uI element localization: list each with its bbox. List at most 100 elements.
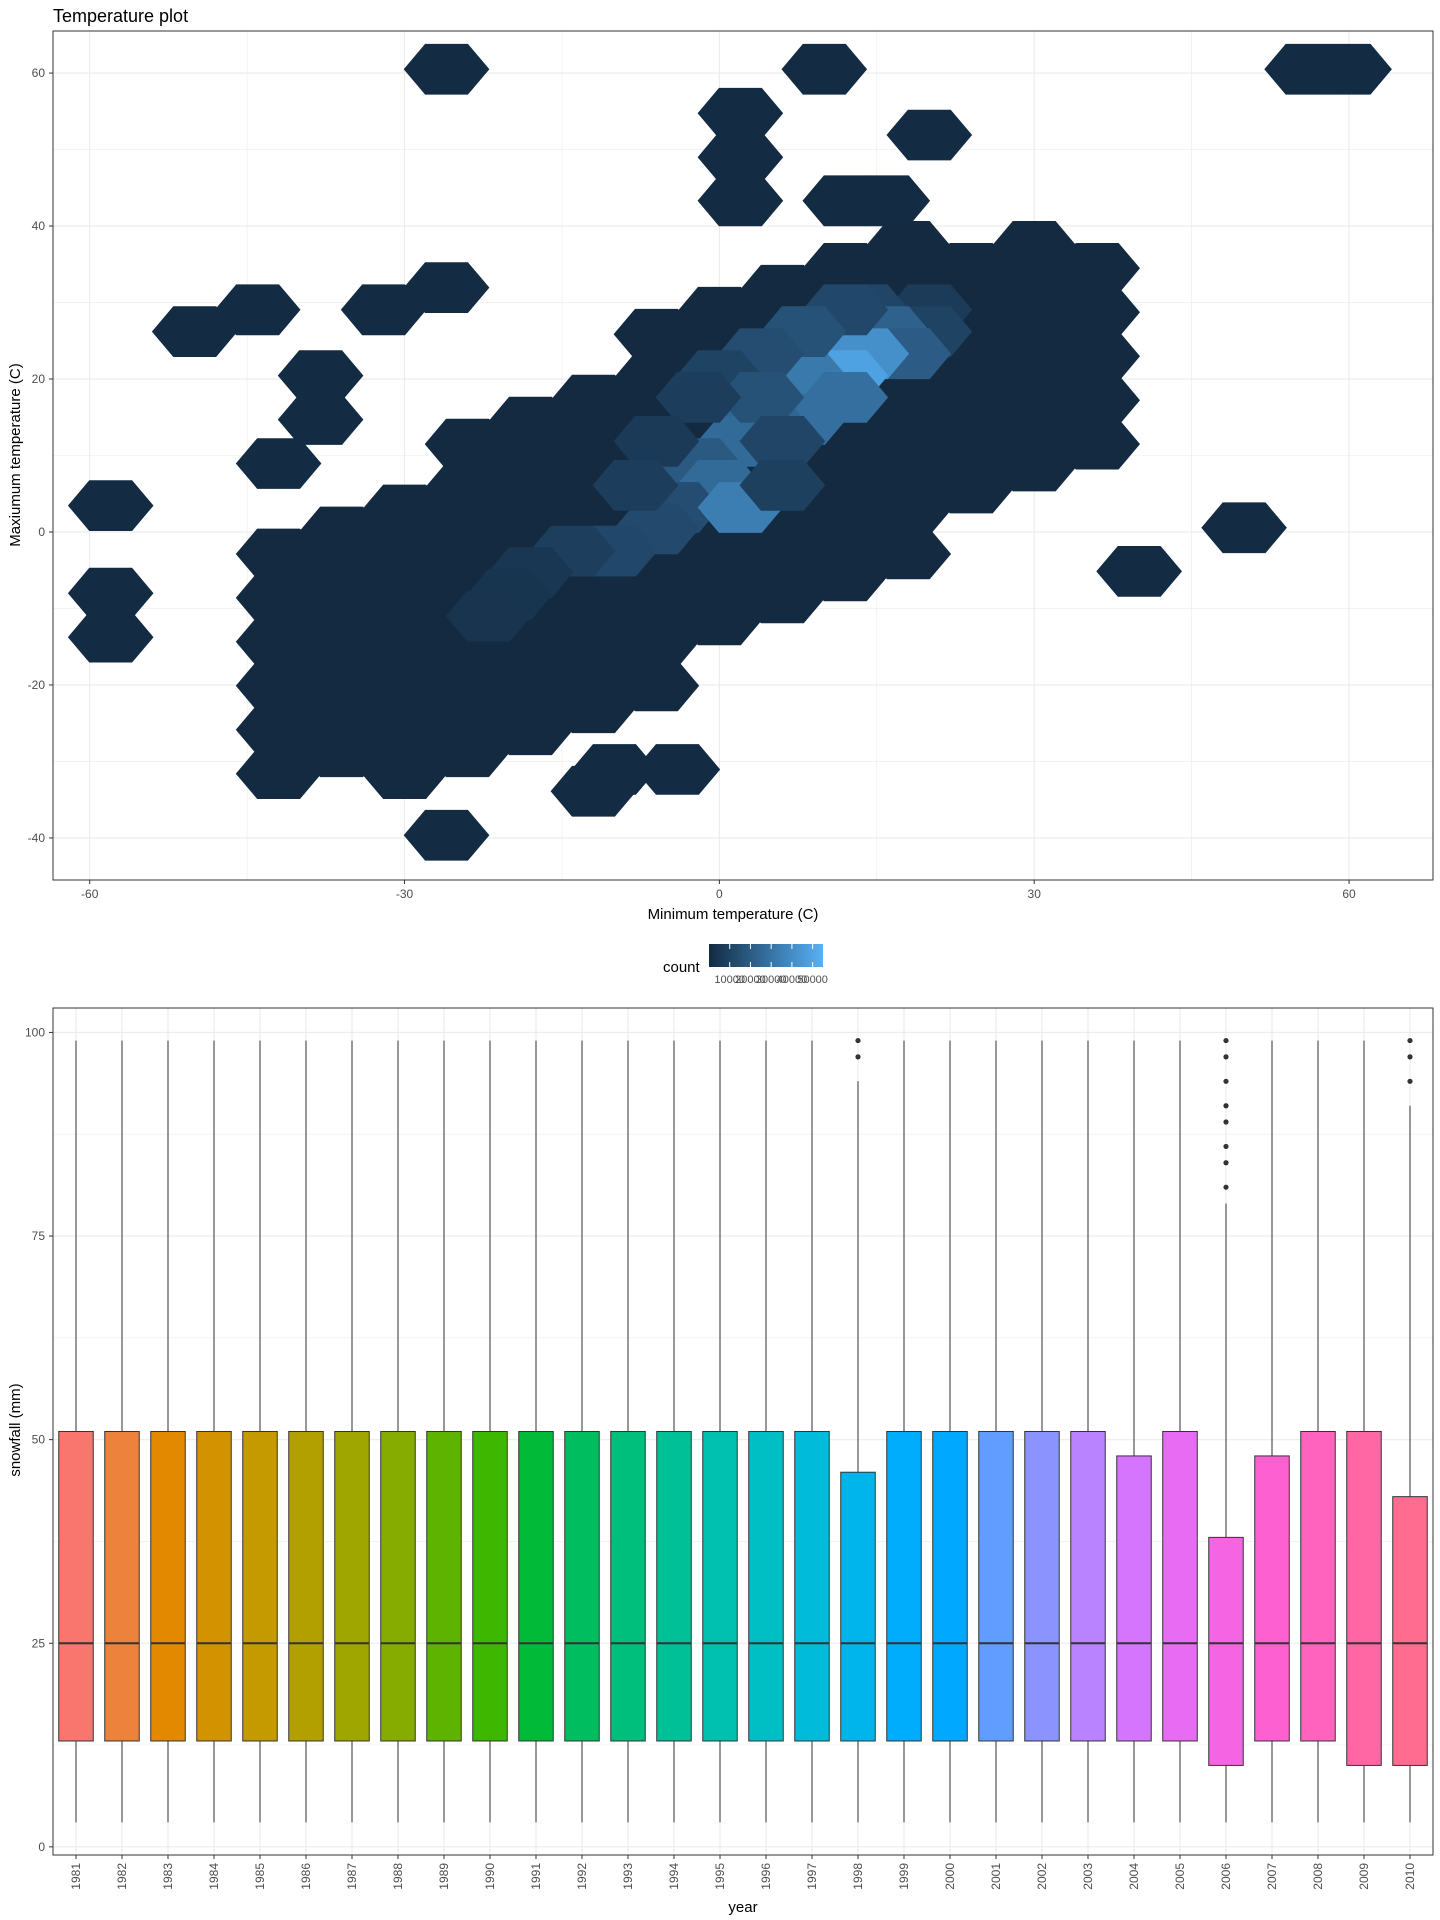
hex-cell	[1096, 546, 1182, 597]
y-tick-label: 25	[32, 1636, 46, 1650]
hex-cell	[928, 462, 1015, 514]
y-tick-label: 20	[32, 372, 46, 386]
box-iqr	[196, 1431, 232, 1742]
hex-cell	[361, 484, 448, 536]
hexbin-y-axis: -40 -20 0 20 40 60	[28, 66, 53, 845]
box-1986	[288, 1040, 324, 1823]
hex-cell	[67, 567, 154, 619]
hex-cell	[214, 284, 301, 336]
hex-cell	[298, 550, 385, 602]
box-iqr	[288, 1431, 324, 1742]
hex-cell	[550, 594, 637, 646]
hex-cell	[340, 284, 427, 336]
box-iqr	[978, 1431, 1014, 1742]
box-iqr	[334, 1431, 370, 1742]
box-iqr	[748, 1431, 784, 1742]
hex-cell	[991, 221, 1077, 272]
box-1993	[610, 1040, 646, 1823]
box-1987	[334, 1040, 370, 1823]
legend-tick-label: 10000	[714, 974, 745, 986]
x-tick-label: 2005	[1173, 1863, 1187, 1890]
y-tick-label: 100	[25, 1025, 45, 1039]
outlier-point	[1223, 1078, 1229, 1084]
box-2008	[1300, 1040, 1336, 1823]
box-1988	[380, 1040, 416, 1823]
hex-cell	[235, 660, 322, 712]
y-tick-label: 75	[32, 1229, 46, 1243]
hex-cell	[991, 264, 1077, 316]
box-2010	[1392, 1037, 1428, 1823]
box-2005	[1162, 1040, 1198, 1823]
box-1984	[196, 1040, 232, 1823]
hex-cell	[1306, 43, 1392, 95]
box-iqr	[104, 1431, 140, 1742]
outlier-point	[1223, 1143, 1229, 1150]
x-tick-label: 0	[716, 887, 723, 901]
outlier-point	[855, 1037, 861, 1044]
box-2007	[1254, 1040, 1290, 1823]
x-tick-label: 2002	[1035, 1863, 1049, 1890]
box-iqr	[242, 1431, 278, 1742]
hex-cell	[739, 460, 826, 511]
hex-cell	[361, 528, 448, 580]
box-iqr	[886, 1431, 922, 1742]
hex-cell	[718, 372, 805, 423]
x-tick-label: 1981	[69, 1863, 83, 1890]
hex-cell	[424, 506, 511, 558]
x-tick-label: 2010	[1403, 1863, 1417, 1890]
hex-cell	[487, 484, 574, 536]
x-tick-label: 2000	[943, 1863, 957, 1890]
hex-cell	[1054, 418, 1140, 470]
hex-cell	[403, 809, 490, 861]
hex-cell	[886, 109, 973, 161]
boxplot-x-axis-title: year	[728, 1899, 757, 1916]
hex-cell	[676, 594, 763, 646]
box-iqr	[380, 1431, 416, 1742]
hex-cell	[550, 374, 637, 426]
x-tick-label: 1983	[161, 1863, 175, 1890]
hex-cell	[571, 744, 658, 795]
hex-cell	[865, 221, 952, 272]
legend-tick-label: 20000	[735, 974, 766, 986]
hex-cell	[613, 572, 700, 624]
box-1995	[702, 1040, 738, 1823]
box-iqr	[1346, 1431, 1382, 1766]
hex-cell	[739, 572, 826, 624]
hex-cell	[676, 286, 763, 338]
hex-cell	[991, 308, 1077, 360]
hex-cell	[361, 704, 448, 756]
legend-tick-label: 40000	[777, 974, 808, 986]
box-iqr	[1392, 1496, 1428, 1766]
hex-cell	[235, 748, 322, 799]
hex-cell	[802, 550, 889, 602]
box-iqr	[472, 1431, 508, 1742]
legend-tick-label: 30000	[756, 974, 787, 986]
box-iqr	[1116, 1455, 1152, 1742]
x-tick-label: 1985	[253, 1863, 267, 1890]
hexbin-x-axis-title: Minimum temperature (C)	[648, 906, 819, 923]
box-1996	[748, 1040, 784, 1823]
x-tick-label: 1990	[483, 1863, 497, 1890]
hex-cell	[298, 726, 385, 778]
y-tick-label: 50	[32, 1433, 46, 1447]
hex-cell	[634, 744, 721, 795]
x-tick-label: 1993	[621, 1863, 635, 1890]
hex-cell	[865, 484, 952, 536]
hex-cell	[298, 682, 385, 734]
hex-cell	[739, 528, 826, 580]
x-tick-label: 1988	[391, 1863, 405, 1890]
hex-cell	[277, 350, 364, 401]
hex-cell	[298, 506, 385, 558]
y-tick-label: -40	[28, 831, 46, 845]
box-1983	[150, 1040, 186, 1823]
hex-cell	[613, 416, 700, 467]
hex-cell	[151, 306, 238, 357]
box-iqr	[1024, 1431, 1060, 1742]
hex-cell	[865, 528, 952, 580]
x-tick-label: 1986	[299, 1863, 313, 1890]
hex-cell	[277, 394, 364, 445]
box-iqr	[426, 1431, 462, 1742]
box-1991	[518, 1040, 554, 1823]
box-2004	[1116, 1040, 1152, 1823]
